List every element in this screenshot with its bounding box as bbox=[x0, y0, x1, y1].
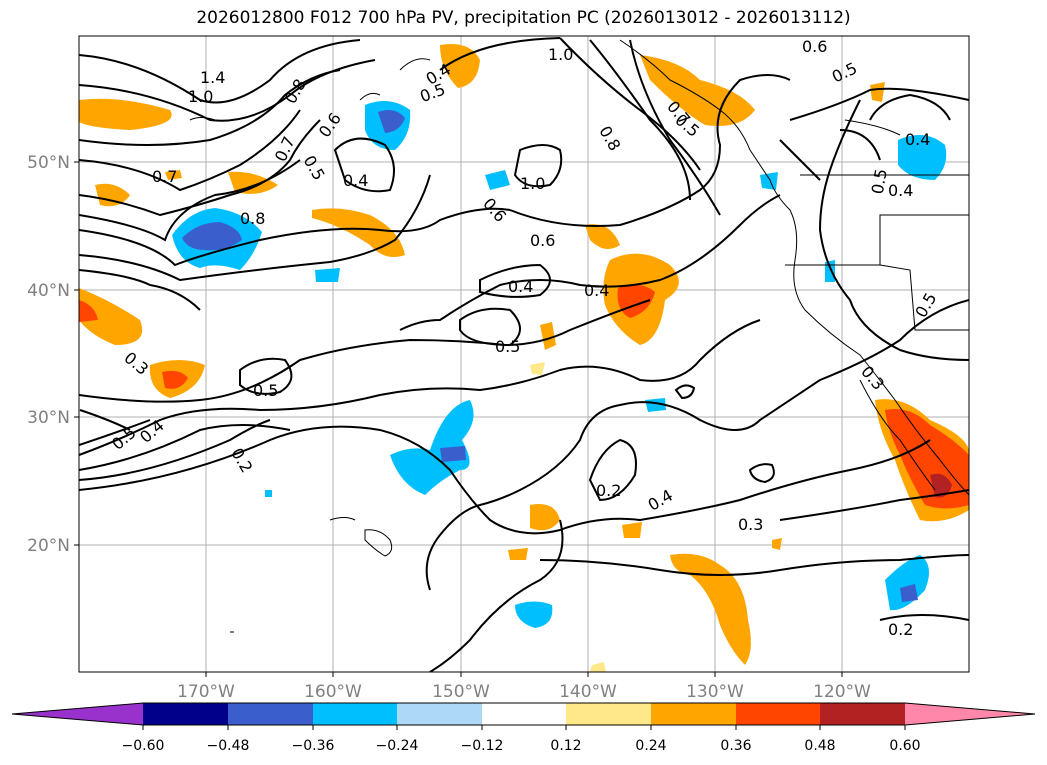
gridlines bbox=[79, 36, 969, 672]
contour-label: 0.2 bbox=[596, 481, 621, 500]
contour-label: 0.6 bbox=[802, 37, 827, 56]
longitude-labels: 170°W 160°W 150°W 140°W 130°W 120°W bbox=[177, 682, 871, 702]
pv-contours bbox=[79, 37, 969, 672]
lon-tick-label: 120°W bbox=[813, 682, 871, 702]
colorbar-label: 0.60 bbox=[889, 738, 920, 754]
colorbar-extend-right bbox=[905, 703, 1035, 725]
contour-label: 1.0 bbox=[188, 87, 213, 106]
lon-tick-label: 160°W bbox=[304, 682, 362, 702]
lat-tick-label: 40°N bbox=[27, 281, 70, 301]
precip-anomaly-fills bbox=[79, 44, 969, 672]
contour-label: 0.2 bbox=[888, 620, 913, 639]
colorbar-label: −0.36 bbox=[292, 738, 335, 754]
colorbar-label: −0.24 bbox=[376, 738, 419, 754]
contour-label: 1.0 bbox=[548, 45, 573, 64]
latitude-labels: 50°N 40°N 30°N 20°N bbox=[27, 153, 70, 556]
contour-label: 0.4 bbox=[508, 277, 533, 296]
contour-label: 0.4 bbox=[584, 281, 609, 300]
colorbar-segment bbox=[820, 703, 905, 725]
colorbar-label: 0.48 bbox=[804, 738, 835, 754]
colorbar-segment bbox=[566, 703, 651, 725]
lat-tick-label: 30°N bbox=[27, 408, 70, 428]
colorbar-extend-left bbox=[12, 703, 143, 725]
colorbar-segment bbox=[143, 703, 228, 725]
map-border bbox=[78, 35, 970, 673]
map-area bbox=[79, 36, 969, 672]
lon-tick-label: 130°W bbox=[686, 682, 744, 702]
colorbar-label: 0.36 bbox=[720, 738, 751, 754]
contour-label: 0.7 bbox=[152, 167, 177, 186]
colorbar: −0.60 −0.48 −0.36 −0.24 −0.12 0.12 0.24 … bbox=[11, 702, 1036, 754]
colorbar-label: −0.12 bbox=[461, 738, 504, 754]
contour-label: 0.4 bbox=[343, 171, 368, 190]
lon-tick-label: 150°W bbox=[432, 682, 490, 702]
lat-tick-label: 20°N bbox=[27, 536, 70, 556]
contour-label: 0.4 bbox=[905, 130, 930, 149]
colorbar-label: 0.24 bbox=[635, 738, 666, 754]
map-title: 2026012800 F012 700 hPa PV, precipitatio… bbox=[196, 8, 851, 28]
lon-tick-label: 170°W bbox=[177, 682, 235, 702]
colorbar-label: 0.12 bbox=[550, 738, 581, 754]
contour-label: 0.5 bbox=[868, 167, 891, 195]
contour-label: 0.3 bbox=[738, 515, 763, 534]
contour-label: 0.4 bbox=[888, 181, 913, 200]
coastlines bbox=[189, 39, 969, 633]
lon-tick-label: 140°W bbox=[559, 682, 617, 702]
contour-label: 0.5 bbox=[495, 337, 520, 356]
colorbar-segment bbox=[651, 703, 736, 725]
contour-label: 1.0 bbox=[520, 174, 545, 193]
colorbar-segment bbox=[736, 703, 820, 725]
lat-tick-label: 50°N bbox=[27, 153, 70, 173]
colorbar-label: −0.48 bbox=[207, 738, 250, 754]
tick-marks bbox=[74, 161, 843, 677]
colorbar-segment bbox=[228, 703, 313, 725]
colorbar-segment bbox=[313, 703, 397, 725]
colorbar-segment bbox=[397, 703, 482, 725]
colorbar-label: −0.60 bbox=[122, 738, 165, 754]
colorbar-segment bbox=[482, 703, 566, 725]
contour-label: 0.5 bbox=[253, 381, 278, 400]
contour-label: 0.6 bbox=[530, 231, 555, 250]
contour-label: 0.8 bbox=[240, 209, 265, 228]
contour-label: 1.4 bbox=[200, 68, 225, 87]
